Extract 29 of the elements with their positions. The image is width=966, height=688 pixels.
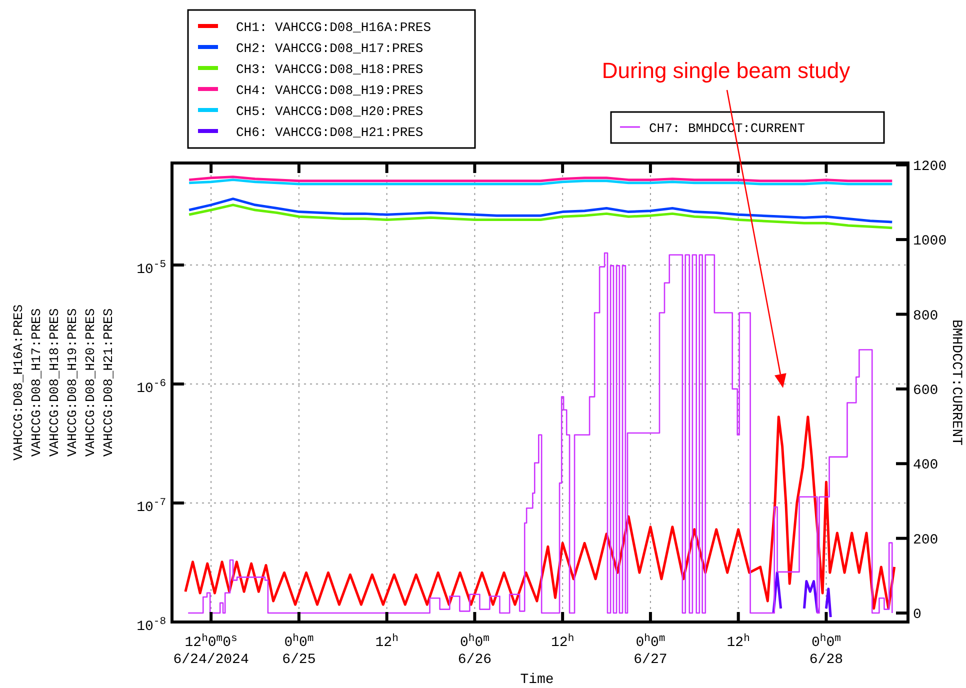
y2-tick-label: 800 [913,308,938,324]
y2-tick-label: 600 [913,382,938,399]
x-tick-label: 12$^{h}$ [375,633,398,651]
x-tick-label: 0$^{h}$0$^{m}$ 6/25 [282,633,316,668]
y2-tick-label: 400 [913,458,938,474]
y2-axis-title: BMHDCCT:CURRENT [948,319,964,446]
y-tick-label: 10$^{-5}$ [136,259,166,278]
y-tick-label: 10$^{-7}$ [136,497,166,516]
y2-tick-label: 0 [913,607,922,624]
y-axis-title: VAHCCG:D08_H16A:PRES VAHCCG:D08_H17:PRES VAHCCG:D08_H18:PRES VAHCCG:D08_H19:PRES VAHCCG:D08_H20:PRES VAHCCG:D08_H21:PRES [11,304,116,461]
x-tick-label: 12$^{h}$ [551,633,574,651]
x-tick-label: 0$^{h}$0$^{m}$ 6/28 [809,633,844,668]
x-tick-label: 12$^{h}$ [726,633,750,651]
x-tick-label: 0$^{h}$0$^{m}$ 6/27 [634,633,668,668]
y2-tick-label: 200 [913,532,938,548]
x-axis-title: Time [520,672,554,688]
legend-label: CH2: VAHCCG:D08_H17:PRES [236,41,424,56]
text: During single beam study [602,58,850,83]
x-tick-label: 12$^{h}$0$^{m}$0$^{s}$ 6/24/2024 [173,633,249,668]
legend-label: CH3: VAHCCG:D08_H18:PRES [236,62,424,77]
y-tick-label: 10$^{-6}$ [136,378,166,398]
legend-label: CH1: VAHCCG:D08_H16A:PRES [236,20,432,35]
y-tick-label: 10$^{-8}$ [136,616,166,635]
x-tick-label: 0$^{h}$0$^{m}$ 6/26 [458,633,492,668]
y2-tick-label: 1200 [913,158,947,175]
legend-label: CH6: VAHCCG:D08_H21:PRES [236,125,424,140]
y2-tick-label: 1000 [913,234,947,250]
legend-label: CH5: VAHCCG:D08_H20:PRES [236,104,424,119]
legend-label: CH4: VAHCCG:D08_H19:PRES [236,83,424,98]
